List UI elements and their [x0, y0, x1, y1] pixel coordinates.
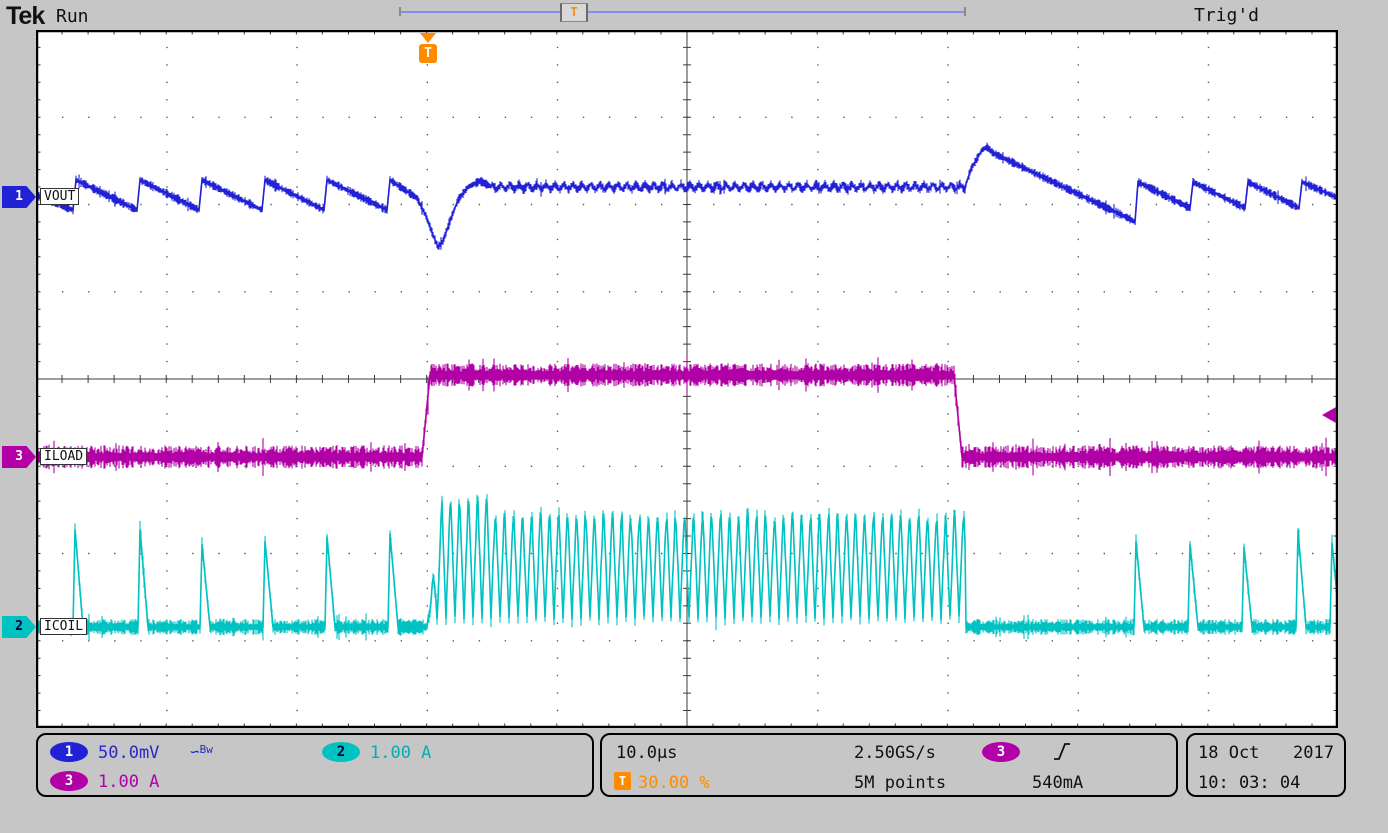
trigger-state-label: Trig'd	[1194, 5, 1259, 26]
sample-rate: 2.50GS/s	[854, 743, 936, 763]
trigger-source-badge: 3	[982, 742, 1020, 762]
record-bar-left-tick-icon	[399, 7, 401, 16]
ch1-scale: 50.0mV	[98, 743, 159, 763]
record-bar-right-tick-icon	[964, 7, 966, 16]
ch1-position-flag: 1	[2, 186, 36, 208]
ch3-waveform-label: ILOAD	[40, 448, 87, 465]
channel-readout-box: 1 50.0mV ∽Bw 2 1.00 A 3 1.00 A	[36, 733, 594, 797]
datetime-box: 18 Oct 2017 10: 03: 04	[1186, 733, 1346, 797]
trigger-position-icon: T	[614, 772, 631, 790]
ch2-badge: 2	[322, 742, 360, 762]
date-label: 18 Oct	[1198, 743, 1259, 763]
horizontal-trigger-readout-box: 10.0µs T 30.00 % 2.50GS/s 5M points 3 54…	[600, 733, 1178, 797]
ch3-scale: 1.00 A	[98, 772, 159, 792]
waveform-display	[36, 30, 1338, 728]
ch2-position-flag: 2	[2, 616, 36, 638]
horizontal-scale: 10.0µs	[616, 743, 677, 763]
trigger-position-t-badge: T	[419, 44, 437, 63]
graticule	[36, 30, 1338, 728]
trigger-position-arrow-icon	[420, 33, 436, 43]
ch2-scale: 1.00 A	[370, 743, 431, 763]
year-label: 2017	[1293, 743, 1334, 763]
record-window-trigger-marker: T	[560, 3, 588, 22]
time-label: 10: 03: 04	[1198, 773, 1300, 793]
ch1-badge: 1	[50, 742, 88, 762]
bandwidth-limit-label: Bw	[200, 743, 213, 756]
ch3-position-flag: 3	[2, 446, 36, 468]
oscilloscope-screen: Tek Run T Trig'd T 1 3 2 VOUT ILOAD ICOI…	[0, 0, 1388, 833]
trigger-position-percent: 30.00 %	[638, 773, 710, 793]
record-length: 5M points	[854, 773, 946, 793]
ch2-waveform-label: ICOIL	[40, 618, 87, 635]
trigger-level-arrow-icon	[1322, 407, 1336, 423]
bandwidth-limit-icon: ∽Bw	[190, 742, 213, 762]
rising-edge-icon	[1050, 740, 1074, 768]
ch1-waveform-label: VOUT	[40, 188, 79, 205]
record-bar	[400, 11, 965, 13]
trigger-level: 540mA	[1032, 773, 1083, 793]
ch3-badge: 3	[50, 771, 88, 791]
acquisition-state-label: Run	[56, 6, 89, 27]
tek-logo: Tek	[6, 2, 44, 31]
